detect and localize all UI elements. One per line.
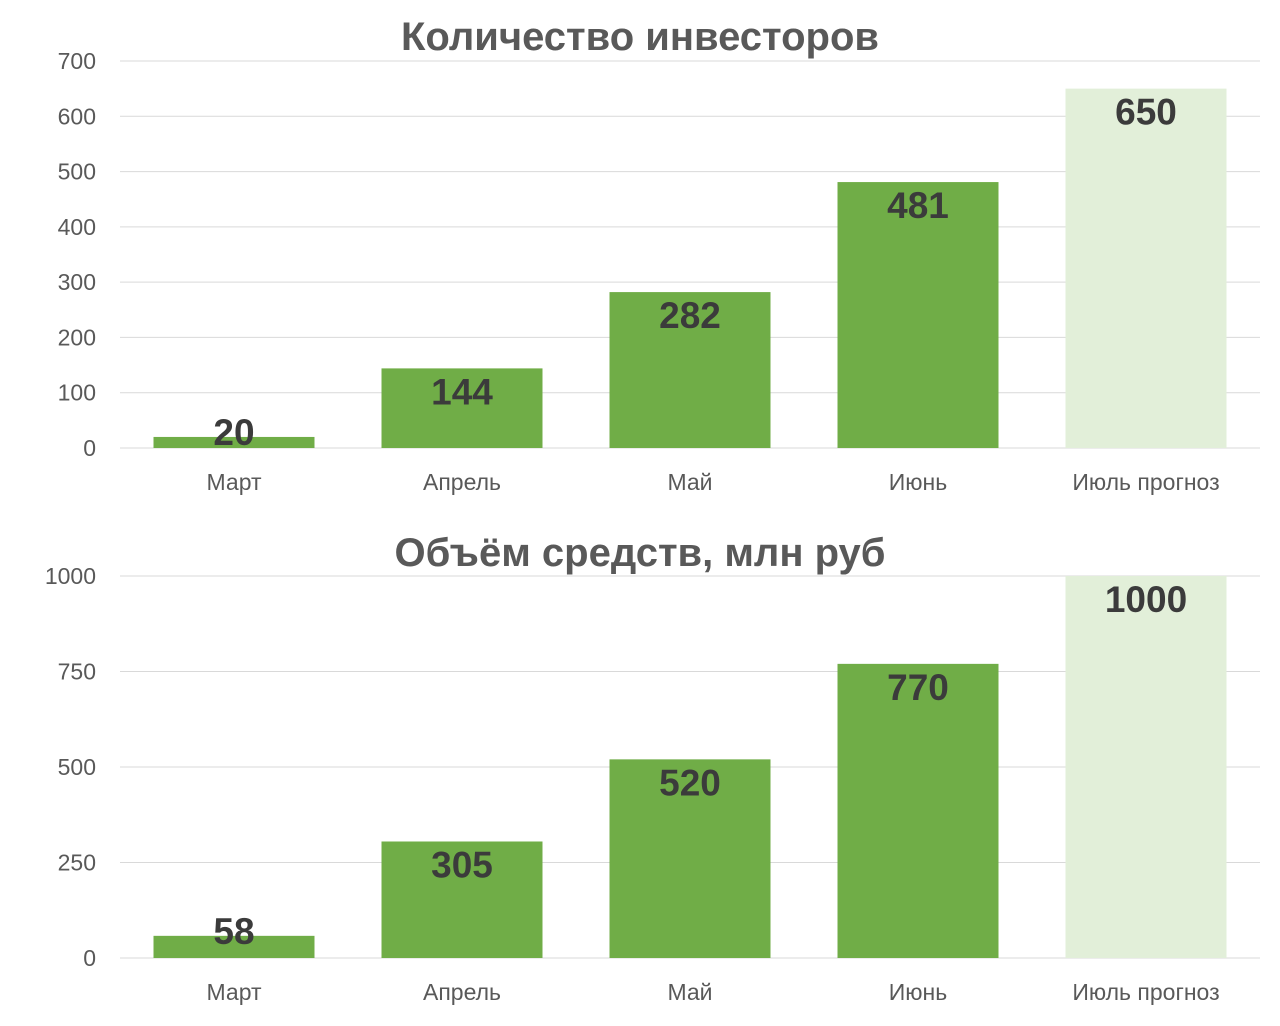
category-label: Март xyxy=(206,979,261,1005)
category-label: Май xyxy=(667,469,712,495)
data-label: 20 xyxy=(213,412,254,453)
category-label: Март xyxy=(206,469,261,495)
y-tick-label: 1000 xyxy=(45,563,96,589)
data-label: 282 xyxy=(659,295,721,336)
bar xyxy=(609,292,771,448)
bar xyxy=(1065,576,1227,958)
y-tick-label: 500 xyxy=(58,159,96,185)
y-tick-label: 200 xyxy=(58,324,96,350)
y-tick-label: 500 xyxy=(58,754,96,780)
category-label: Июль прогноз xyxy=(1072,469,1219,495)
category-label: Апрель xyxy=(423,979,501,1005)
data-label: 1000 xyxy=(1105,579,1187,620)
data-label: 58 xyxy=(213,911,254,952)
bar xyxy=(609,759,771,958)
category-label: Июль прогноз xyxy=(1072,979,1219,1005)
category-label: Май xyxy=(667,979,712,1005)
bar xyxy=(153,935,315,958)
category-label: Июнь xyxy=(889,979,947,1005)
data-label: 305 xyxy=(431,844,493,885)
data-label: 144 xyxy=(431,371,493,412)
bar xyxy=(837,182,999,448)
data-label: 770 xyxy=(887,667,949,708)
bar xyxy=(381,368,543,448)
y-tick-label: 700 xyxy=(58,48,96,74)
chart2-title: Объём средств, млн руб xyxy=(395,531,886,575)
funds-chart: 0 250 500 750 1000 58 Март 305 Апрель 520 Май 770 Ию… xyxy=(45,563,1260,1005)
chart1-title: Количество инвесторов xyxy=(401,15,879,59)
y-tick-label: 300 xyxy=(58,269,96,295)
y-tick-label: 400 xyxy=(58,214,96,240)
data-label: 520 xyxy=(659,762,721,803)
data-label: 481 xyxy=(887,185,949,226)
bar xyxy=(381,841,543,958)
bar xyxy=(153,436,315,448)
y-tick-label: 0 xyxy=(83,435,96,461)
y-tick-label: 100 xyxy=(58,380,96,406)
y-tick-label: 600 xyxy=(58,103,96,129)
category-label: Июнь xyxy=(889,469,947,495)
category-label: Апрель xyxy=(423,469,501,495)
y-tick-label: 750 xyxy=(58,659,96,685)
y-tick-label: 250 xyxy=(58,850,96,876)
data-label: 650 xyxy=(1115,92,1177,133)
y-tick-label: 0 xyxy=(83,945,96,971)
investors-chart: 0 100 200 300 400 500 600 700 20 Март 144 Апрель 282… xyxy=(58,48,1260,495)
bar xyxy=(837,663,999,958)
bar xyxy=(1065,88,1227,449)
